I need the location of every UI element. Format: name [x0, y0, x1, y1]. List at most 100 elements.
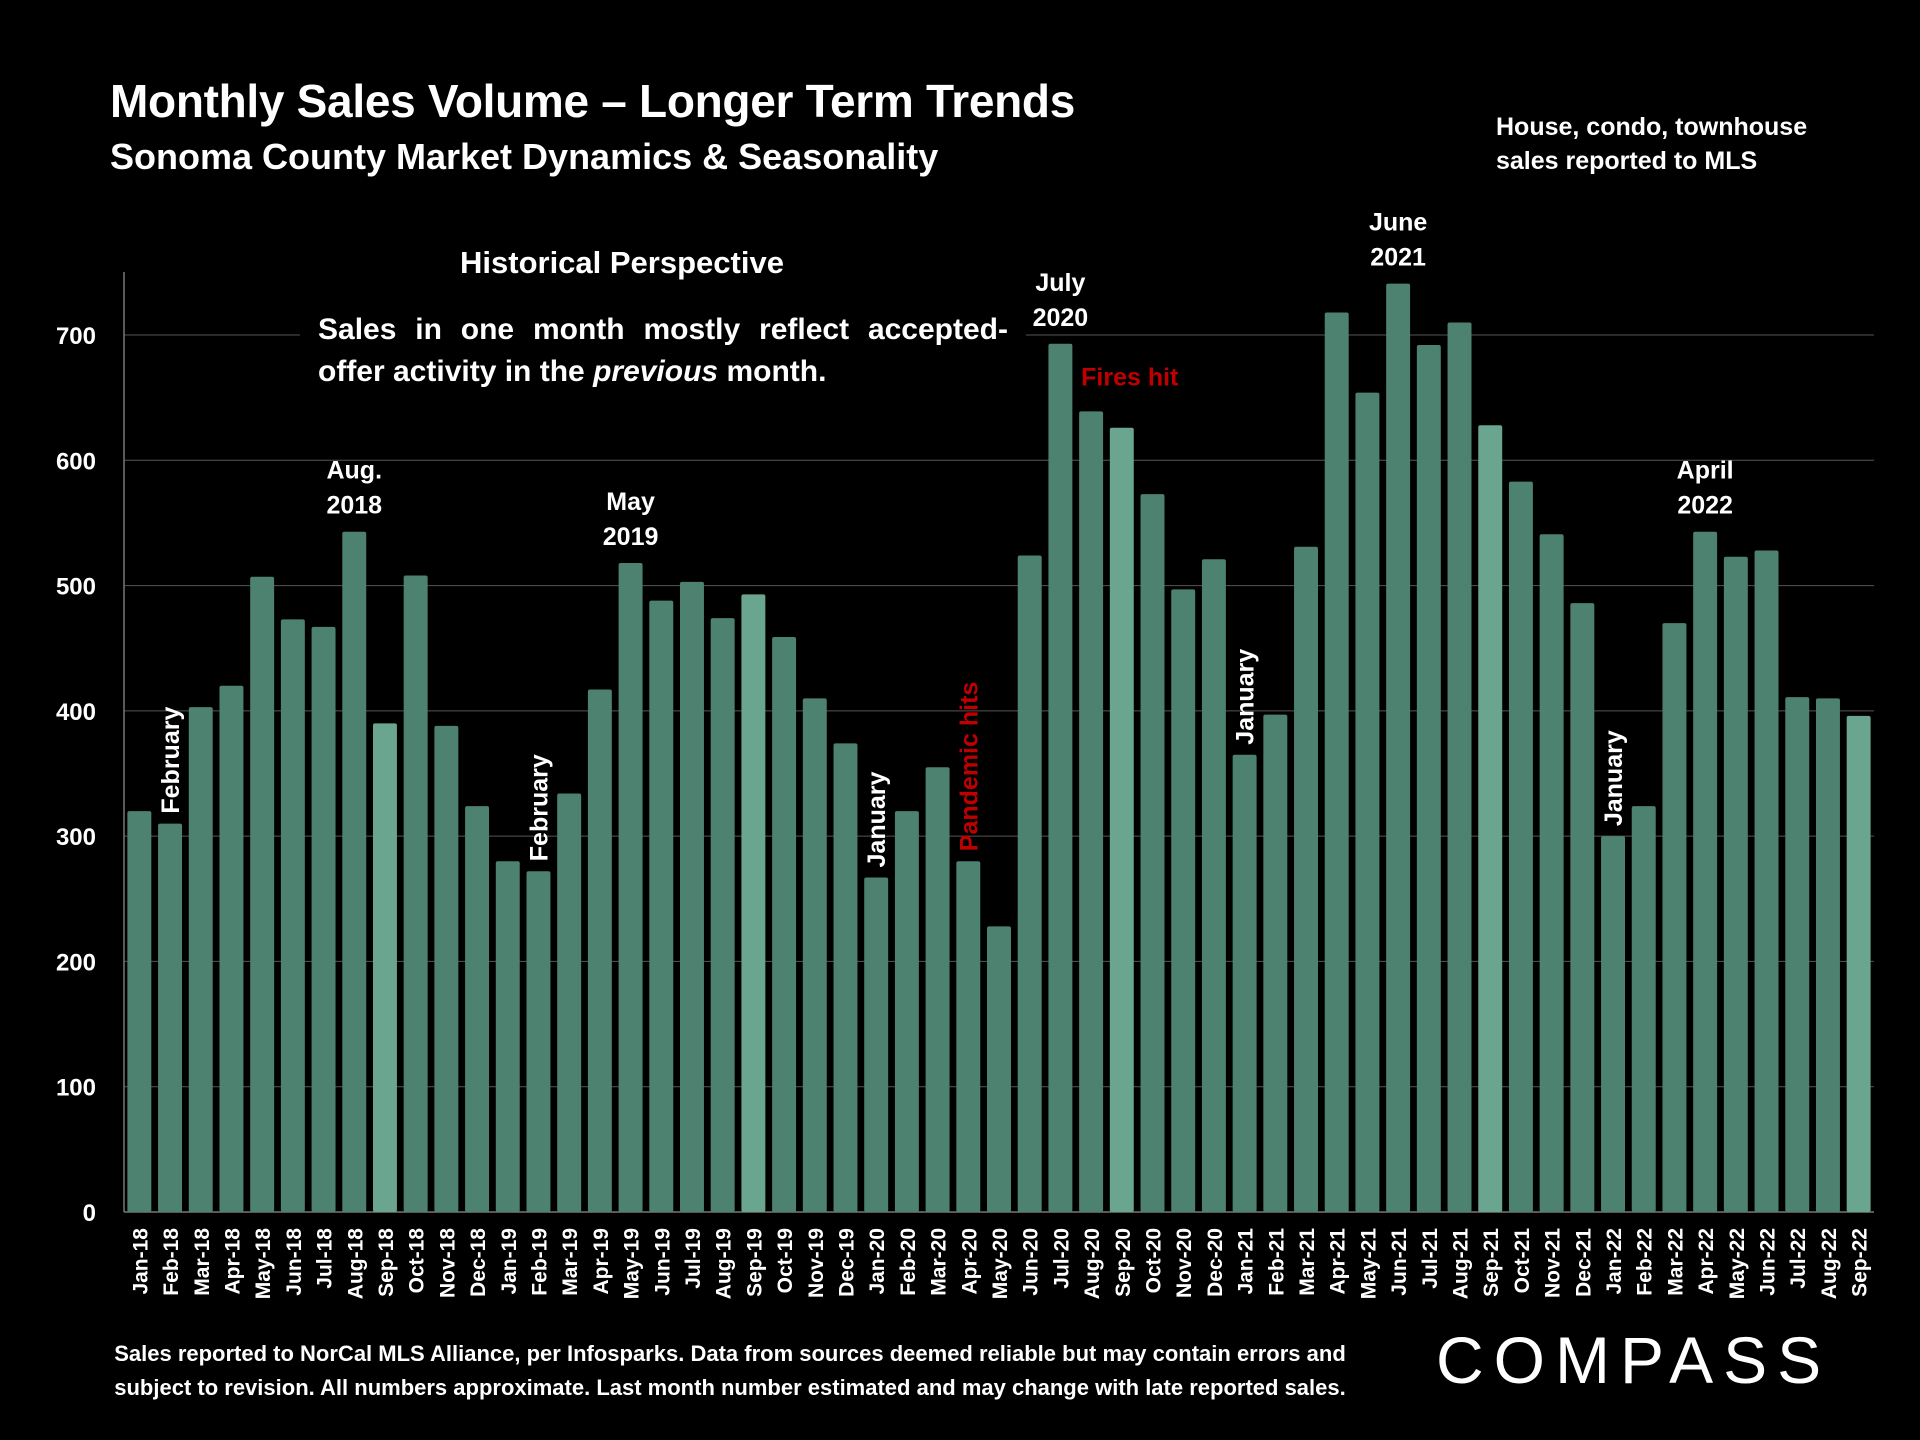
- source-footnote-line1: Sales reported to NorCal MLS Alliance, p…: [114, 1341, 1346, 1366]
- historical-perspective-text: Sales in one month mostly reflect accept…: [300, 305, 1026, 397]
- bar-apr-21: [1324, 312, 1349, 1212]
- x-tick-label: Dec-21: [1572, 1228, 1595, 1297]
- x-tick-label: Feb-20: [897, 1228, 920, 1296]
- data-scope-note-line2: sales reported to MLS: [1496, 147, 1758, 175]
- chart-bars: [127, 283, 1871, 1213]
- x-tick-label: Aug-21: [1450, 1228, 1473, 1299]
- x-tick-label: Apr-18: [221, 1228, 244, 1295]
- x-tick-label: Dec-19: [835, 1228, 858, 1297]
- bar-apr-22: [1693, 531, 1718, 1212]
- x-tick-label: May-19: [621, 1228, 644, 1299]
- y-tick-label: 700: [56, 323, 96, 350]
- bar-jun-21: [1386, 283, 1411, 1213]
- bar-jul-20: [1048, 343, 1073, 1212]
- bar-dec-18: [465, 806, 490, 1212]
- annotation-label: February: [157, 707, 185, 814]
- x-tick-label: Feb-18: [160, 1228, 183, 1296]
- bar-jan-18: [127, 811, 152, 1212]
- bar-oct-18: [403, 575, 428, 1212]
- x-axis-labels: Jan-18 Feb-18 Mar-18 Apr-18 May-18 Jun-18 Jul-…: [129, 1228, 1871, 1300]
- annotation-label: January: [1600, 730, 1628, 826]
- bar-may-21: [1355, 392, 1380, 1212]
- bar-jan-21: [1232, 754, 1257, 1212]
- x-tick-label: Aug-20: [1081, 1228, 1104, 1299]
- x-tick-label: Feb-22: [1634, 1228, 1657, 1296]
- annotation-label: 2019: [603, 523, 659, 551]
- bar-jan-22: [1601, 836, 1626, 1212]
- annotation-label: January: [863, 772, 891, 868]
- annotation-label: February: [525, 754, 553, 861]
- annotation-label: 2021: [1370, 244, 1426, 272]
- bar-oct-19: [772, 636, 797, 1212]
- historical-perspective-heading: Historical Perspective: [460, 245, 784, 280]
- bar-feb-19: [526, 871, 551, 1212]
- annotation-label: January: [1232, 649, 1260, 745]
- historical-text-part1: Sales in one month mostly reflect accept…: [318, 313, 1008, 388]
- annotation-label: June: [1369, 209, 1427, 237]
- bar-sep-20: [1109, 427, 1134, 1212]
- bar-oct-20: [1140, 494, 1165, 1212]
- y-tick-label: 300: [56, 824, 96, 851]
- annotation-label: Fires hit: [1081, 363, 1179, 391]
- y-tick-label: 400: [56, 699, 96, 726]
- bar-mar-18: [188, 707, 213, 1212]
- x-tick-label: Jun-21: [1388, 1228, 1411, 1296]
- annotation-label: 2018: [326, 492, 382, 520]
- x-tick-label: Aug-19: [713, 1228, 736, 1299]
- x-tick-label: Mar-18: [191, 1228, 214, 1296]
- data-scope-note-line1: House, condo, townhouse: [1496, 113, 1808, 141]
- x-tick-label: Apr-19: [590, 1228, 613, 1295]
- bar-jul-22: [1785, 697, 1810, 1212]
- x-tick-label: Jul-21: [1419, 1228, 1442, 1289]
- bar-apr-20: [956, 861, 981, 1212]
- bar-feb-20: [894, 811, 919, 1212]
- x-tick-label: Jun-18: [283, 1228, 306, 1296]
- bar-aug-21: [1447, 322, 1472, 1212]
- x-tick-label: Feb-19: [528, 1228, 551, 1296]
- x-tick-label: Dec-20: [1204, 1228, 1227, 1297]
- bar-jul-18: [311, 626, 336, 1212]
- y-tick-label: 500: [56, 574, 96, 601]
- source-footnote: Sales reported to NorCal MLS Alliance, p…: [60, 1337, 1400, 1405]
- bar-sep-21: [1478, 425, 1503, 1213]
- bar-jul-21: [1416, 345, 1441, 1213]
- bar-mar-20: [925, 767, 950, 1212]
- bar-mar-21: [1294, 546, 1318, 1212]
- x-tick-label: Sep-19: [743, 1228, 766, 1297]
- annotation-label: July: [1035, 269, 1085, 297]
- x-tick-label: Jan-20: [866, 1228, 889, 1295]
- bar-may-19: [618, 563, 643, 1212]
- x-tick-label: Jan-19: [498, 1228, 521, 1295]
- y-tick-label: 200: [56, 949, 96, 976]
- x-tick-label: Oct-19: [774, 1228, 797, 1293]
- bar-feb-22: [1631, 806, 1656, 1212]
- chart-title: Monthly Sales Volume – Longer Term Trend…: [110, 75, 1075, 127]
- bar-sep-22: [1846, 715, 1871, 1212]
- source-footnote-line2: subject to revision. All numbers approxi…: [114, 1375, 1346, 1400]
- x-tick-label: Jul-18: [314, 1228, 337, 1289]
- x-tick-label: Jun-19: [651, 1228, 674, 1296]
- bar-nov-18: [434, 725, 459, 1212]
- x-tick-label: May-22: [1726, 1228, 1749, 1299]
- historical-text-part2: month.: [718, 355, 827, 388]
- x-tick-label: Nov-21: [1542, 1228, 1565, 1298]
- x-tick-label: Jul-22: [1787, 1228, 1810, 1289]
- chart-subtitle: Sonoma County Market Dynamics & Seasonal…: [110, 136, 939, 177]
- annotation-label: May: [606, 488, 655, 516]
- x-tick-label: Sep-22: [1849, 1228, 1872, 1297]
- data-scope-note: House, condo, townhouse sales reported t…: [1496, 110, 1807, 178]
- bar-jun-18: [280, 619, 305, 1212]
- bar-jun-20: [1017, 555, 1042, 1212]
- bar-jul-19: [680, 581, 704, 1212]
- bar-may-22: [1723, 556, 1748, 1212]
- y-tick-label: 100: [56, 1075, 96, 1102]
- annotation-label: April: [1677, 457, 1734, 485]
- bar-nov-20: [1171, 589, 1196, 1212]
- bar-jun-19: [649, 600, 674, 1212]
- x-tick-label: Sep-20: [1112, 1228, 1135, 1297]
- bar-mar-19: [557, 793, 582, 1212]
- x-tick-label: Aug-18: [344, 1228, 367, 1299]
- x-tick-label: Nov-18: [436, 1228, 459, 1298]
- bar-nov-21: [1539, 534, 1564, 1212]
